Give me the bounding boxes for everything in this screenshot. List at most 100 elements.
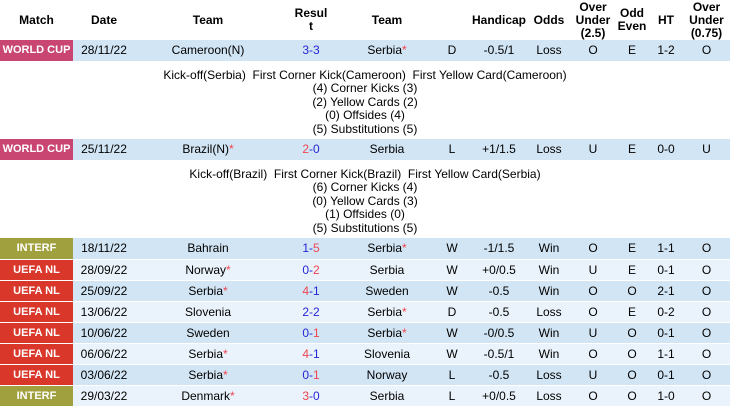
match-date: 25/11/22 [73, 139, 135, 161]
away-team: Serbia [341, 139, 433, 161]
away-team: Sweden [341, 280, 433, 302]
col-header-over-under-075: Over Under (0.75) [683, 0, 730, 40]
half-time-score: 1-0 [649, 385, 683, 407]
score: 0-1 [281, 322, 341, 344]
match-date: 25/09/22 [73, 280, 135, 302]
match-date: 06/06/22 [73, 343, 135, 365]
result-letter: W [433, 238, 471, 260]
over-under-25-value: U [571, 139, 615, 161]
handicap-value: -0.5 [471, 280, 527, 302]
odds-result: Win [527, 322, 571, 344]
home-team: Serbia* [135, 343, 281, 365]
match-row: UEFA NL 03/06/22 Serbia* 0-1 Norway L -0.5 Loss… [0, 364, 730, 386]
match-row: WORLD CUP 28/11/22 Cameroon(N) 3-3 Serbia* D -… [0, 40, 730, 62]
match-stat-line: (2) Yellow Cards (2) [312, 94, 418, 109]
half-time-score: 0-1 [649, 364, 683, 386]
col-header-ht: HT [649, 0, 683, 40]
match-detail: Kick-off(Brazil) First Corner Kick(Brazi… [0, 160, 730, 238]
home-team: Slovenia [135, 301, 281, 323]
league-badge: UEFA NL [0, 322, 73, 344]
handicap-value: -1/1.5 [471, 238, 527, 260]
handicap-value: +0/0.5 [471, 385, 527, 407]
match-stat-line: (1) Offsides (0) [325, 207, 405, 221]
star-marker: * [226, 262, 231, 277]
col-header-handicap: Handicap [471, 0, 527, 40]
over-under-075-value: O [683, 301, 730, 323]
league-badge: INTERF [0, 238, 73, 260]
home-team: Serbia* [135, 280, 281, 302]
over-under-25-value: O [571, 385, 615, 407]
over-under-075-value: O [683, 322, 730, 344]
over-under-25-value: O [571, 280, 615, 302]
away-team: Serbia [341, 259, 433, 281]
match-row: WORLD CUP 25/11/22 Brazil(N)* 2-0 Serbia L +1/… [0, 139, 730, 161]
handicap-value: -0/0.5 [471, 322, 527, 344]
league-badge: UEFA NL [0, 301, 73, 323]
league-badge: UEFA NL [0, 364, 73, 386]
score: 4-1 [281, 343, 341, 365]
col-header-blank [433, 0, 471, 40]
col-header-odds: Odds [527, 0, 571, 40]
over-under-25-value: O [571, 343, 615, 365]
match-row: UEFA NL 10/06/22 Sweden 0-1 Serbia* W -0/0.5 Wi… [0, 322, 730, 344]
handicap-value: -0.5/1 [471, 40, 527, 62]
away-team: Serbia* [341, 301, 433, 323]
result-letter: L [433, 139, 471, 161]
result-letter: W [433, 280, 471, 302]
odd-even-value: E [615, 259, 649, 281]
home-team: Brazil(N)* [135, 139, 281, 161]
table-header: Match Date Team Result Team Handicap Odd… [0, 0, 730, 40]
half-time-score: 0-1 [649, 322, 683, 344]
over-under-25-value: U [571, 259, 615, 281]
odds-result: Loss [527, 364, 571, 386]
match-date: 18/11/22 [73, 238, 135, 260]
result-letter: L [433, 364, 471, 386]
star-marker: * [402, 304, 407, 319]
home-team: Sweden [135, 322, 281, 344]
odd-even-value: O [615, 280, 649, 302]
odds-result: Win [527, 343, 571, 365]
odd-even-value: E [615, 40, 649, 62]
match-date: 28/11/22 [73, 40, 135, 62]
over-under-25-value: U [571, 322, 615, 344]
home-team: Denmark* [135, 385, 281, 407]
star-marker: * [223, 346, 228, 361]
score: 4-1 [281, 280, 341, 302]
star-marker: * [402, 241, 407, 256]
col-header-team1: Team [135, 0, 281, 40]
match-stat-line: Kick-off(Brazil) First Corner Kick(Brazi… [189, 166, 541, 181]
league-badge: UEFA NL [0, 343, 73, 365]
match-detail: Kick-off(Serbia) First Corner Kick(Camer… [0, 61, 730, 139]
match-stat-line: (4) Corner Kicks (3) [312, 81, 418, 95]
star-marker: * [229, 142, 234, 157]
match-stat-line: (5) Substitutions (5) [312, 121, 418, 136]
score: 3-0 [281, 385, 341, 407]
match-stat-line: (5) Substitutions (5) [312, 220, 418, 235]
match-detail-row: Kick-off(Brazil) First Corner Kick(Brazi… [0, 160, 730, 238]
over-under-075-value: O [683, 238, 730, 260]
col-header-over-under-25: Over Under (2.5) [571, 0, 615, 40]
odd-even-value: O [615, 364, 649, 386]
score: 2-0 [281, 139, 341, 161]
result-letter: W [433, 259, 471, 281]
league-badge: WORLD CUP [0, 40, 73, 62]
odds-result: Win [527, 259, 571, 281]
result-letter: D [433, 40, 471, 62]
odd-even-value: O [615, 343, 649, 365]
away-team: Serbia [341, 385, 433, 407]
match-stat-line: (6) Corner Kicks (4) [312, 180, 418, 194]
score: 0-1 [281, 364, 341, 386]
home-team: Bahrain [135, 238, 281, 260]
match-date: 28/09/22 [73, 259, 135, 281]
odds-result: Loss [527, 301, 571, 323]
over-under-075-value: U [683, 139, 730, 161]
match-stat-line: (0) Yellow Cards (3) [312, 193, 418, 208]
away-team: Norway [341, 364, 433, 386]
score: 2-2 [281, 301, 341, 323]
half-time-score: 0-0 [649, 139, 683, 161]
star-marker: * [230, 388, 235, 403]
score: 1-5 [281, 238, 341, 260]
league-badge: INTERF [0, 385, 73, 407]
handicap-value: +0/0.5 [471, 259, 527, 281]
over-under-25-value: O [571, 238, 615, 260]
